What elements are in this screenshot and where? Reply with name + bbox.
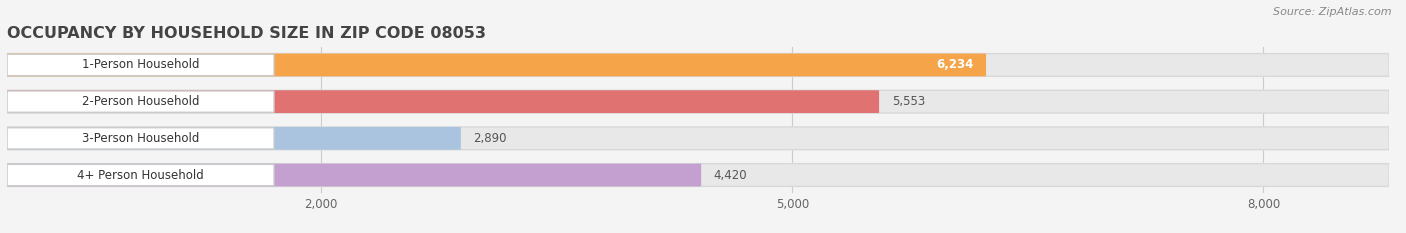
Text: 2-Person Household: 2-Person Household: [82, 95, 200, 108]
FancyBboxPatch shape: [7, 128, 274, 149]
Text: Source: ZipAtlas.com: Source: ZipAtlas.com: [1274, 7, 1392, 17]
FancyBboxPatch shape: [7, 164, 1389, 186]
FancyBboxPatch shape: [7, 127, 1389, 150]
FancyBboxPatch shape: [7, 54, 986, 76]
FancyBboxPatch shape: [7, 54, 274, 75]
FancyBboxPatch shape: [7, 54, 1389, 76]
FancyBboxPatch shape: [7, 90, 879, 113]
FancyBboxPatch shape: [7, 91, 274, 112]
FancyBboxPatch shape: [7, 90, 1389, 113]
FancyBboxPatch shape: [7, 164, 702, 186]
FancyBboxPatch shape: [7, 127, 461, 150]
Text: 6,234: 6,234: [936, 58, 973, 72]
Text: 2,890: 2,890: [474, 132, 508, 145]
FancyBboxPatch shape: [7, 164, 274, 186]
Text: 5,553: 5,553: [891, 95, 925, 108]
Text: 4,420: 4,420: [714, 168, 748, 182]
Text: 3-Person Household: 3-Person Household: [82, 132, 200, 145]
Text: 1-Person Household: 1-Person Household: [82, 58, 200, 72]
Text: OCCUPANCY BY HOUSEHOLD SIZE IN ZIP CODE 08053: OCCUPANCY BY HOUSEHOLD SIZE IN ZIP CODE …: [7, 26, 486, 41]
Text: 4+ Person Household: 4+ Person Household: [77, 168, 204, 182]
